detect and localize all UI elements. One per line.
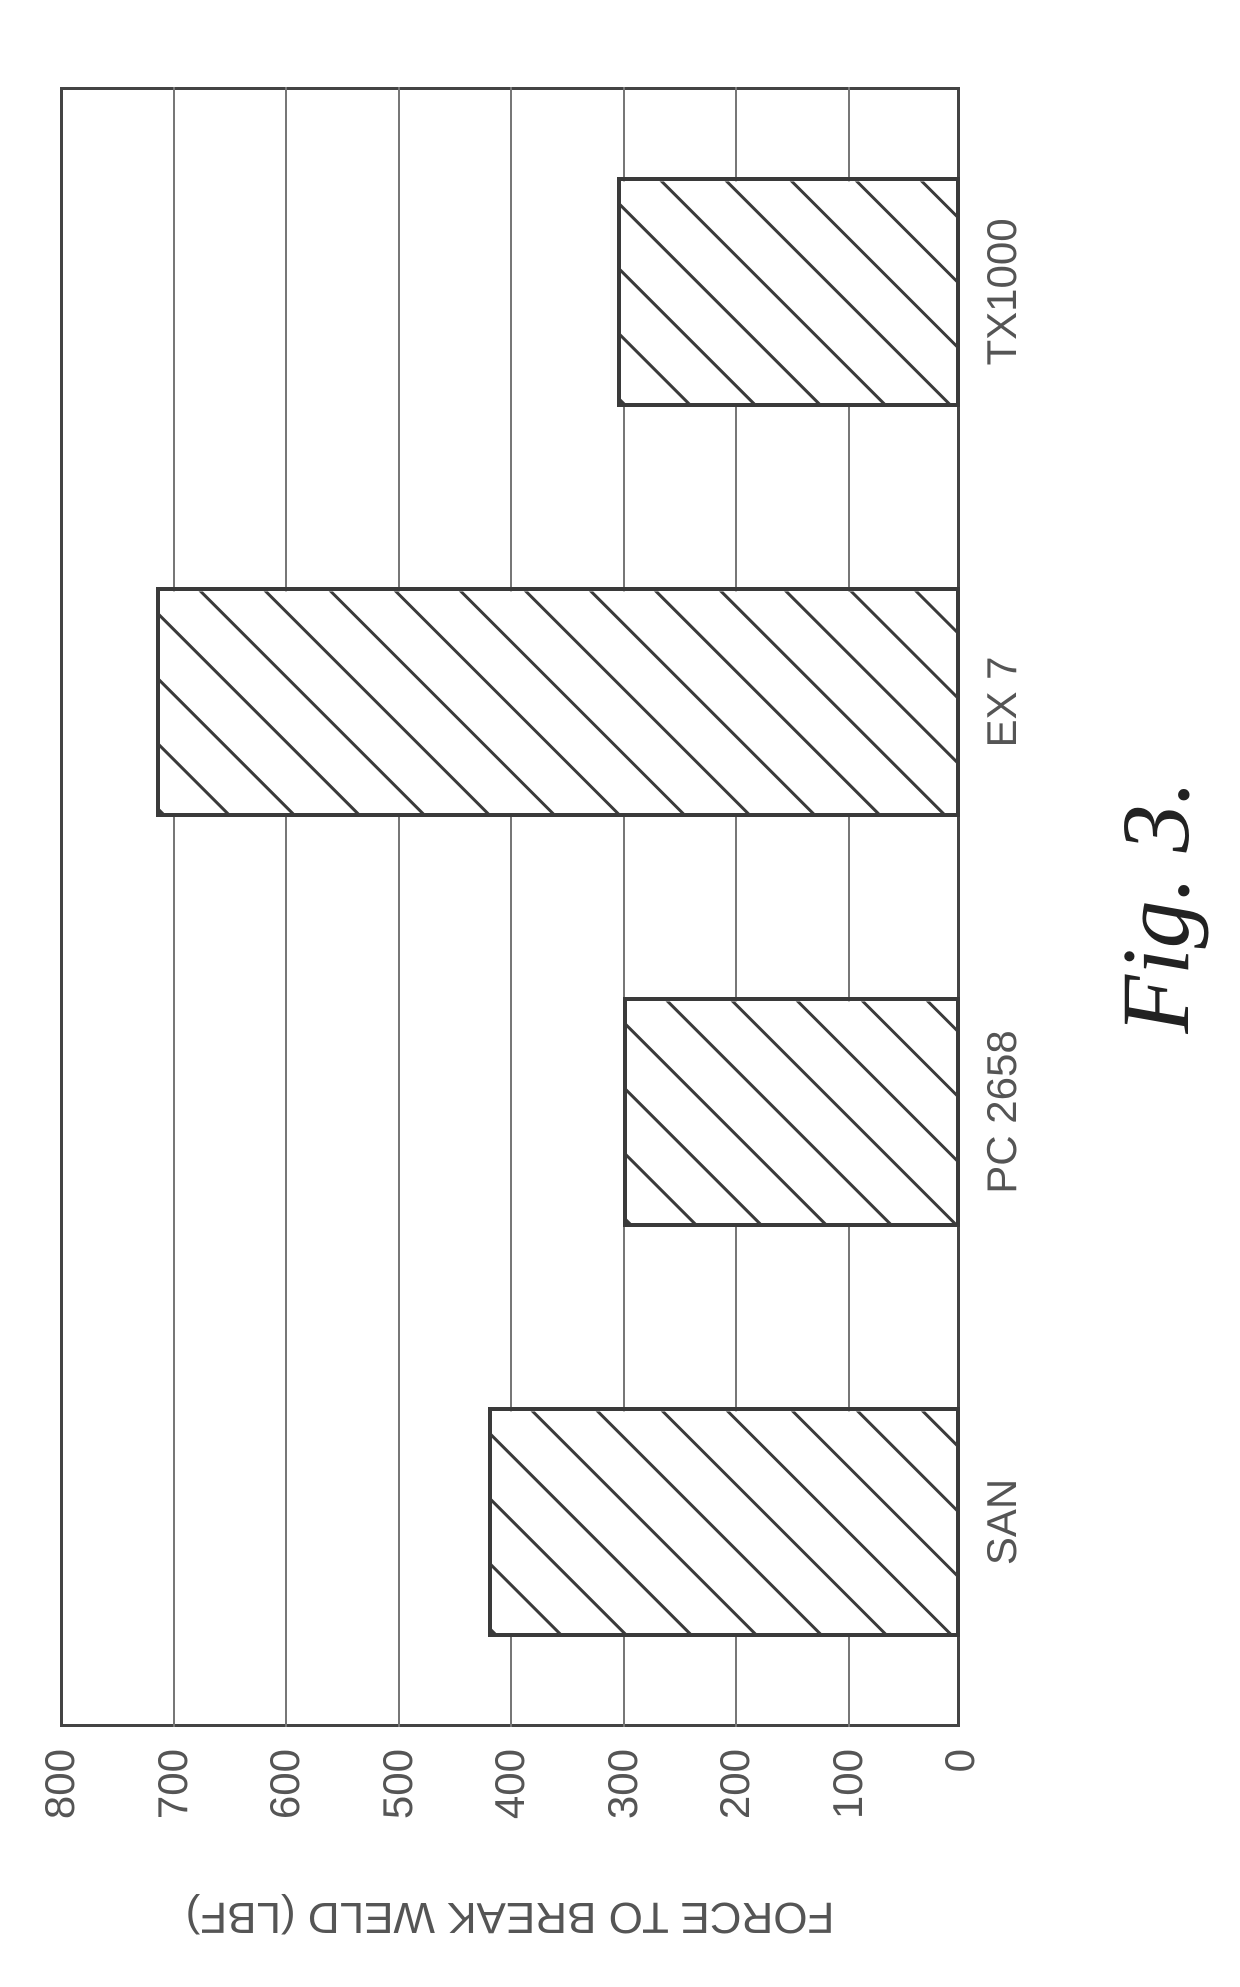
y-tick-label: 700 xyxy=(149,1727,197,1819)
y-tick-label: 500 xyxy=(374,1727,422,1819)
x-tick-label: TX1000 xyxy=(960,218,1026,365)
grid-line xyxy=(173,87,175,1727)
x-tick-label: SAN xyxy=(960,1479,1026,1565)
y-tick-label: 200 xyxy=(711,1727,759,1819)
bar xyxy=(488,1407,961,1637)
x-tick-label: PC 2658 xyxy=(960,1030,1026,1193)
grid-line xyxy=(285,87,287,1727)
y-tick-label: 300 xyxy=(599,1727,647,1819)
bar-chart: 0100200300400500600700800SANPC 2658EX 7T… xyxy=(60,87,960,1727)
y-tick-label: 800 xyxy=(36,1727,84,1819)
y-tick-label: 600 xyxy=(261,1727,309,1819)
bar xyxy=(617,177,960,407)
bar xyxy=(623,997,961,1227)
grid-line xyxy=(398,87,400,1727)
bar xyxy=(156,587,960,817)
y-tick-label: 400 xyxy=(486,1727,534,1819)
chart-canvas: 0 100 200 300 400 500 600 700 800 SAN PC 2658 EX 7 T… xyxy=(0,0,1240,1987)
y-tick-label: 0 xyxy=(936,1727,984,1772)
y-axis-label: FORCE TO BREAK WELD (LBF) xyxy=(186,1892,835,1942)
x-tick-label: EX 7 xyxy=(960,656,1026,747)
figure-caption: Fig. 3. xyxy=(1100,780,1211,1033)
y-tick-label: 100 xyxy=(824,1727,872,1819)
